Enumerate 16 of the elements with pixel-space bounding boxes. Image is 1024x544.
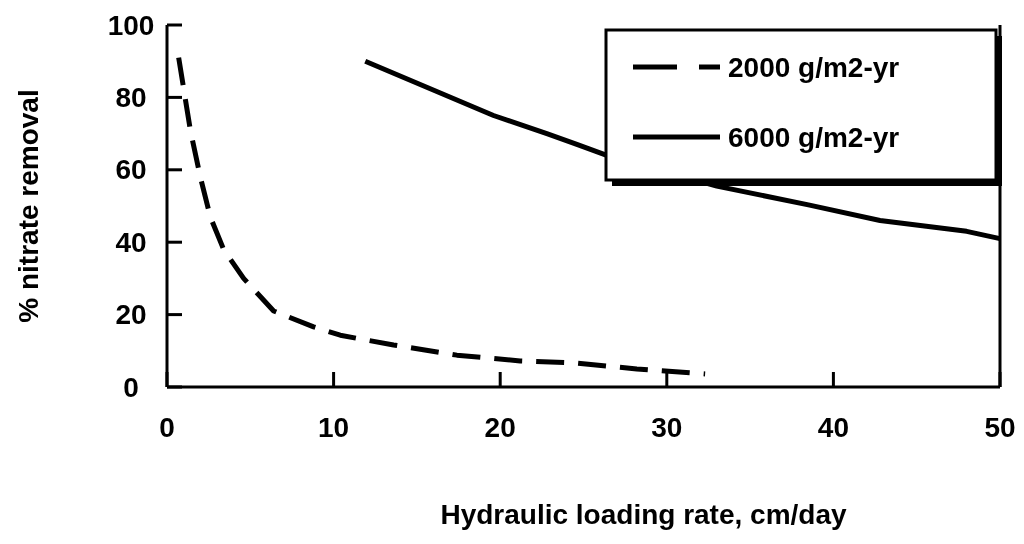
x-tick-label: 40 (817, 412, 849, 443)
y-tick-label: 100 (107, 9, 155, 41)
x-tick-label: 30 (651, 412, 683, 443)
x-tick-label: 0 (159, 412, 175, 443)
y-tick-label: 20 (115, 299, 147, 331)
y-tick-label: 40 (115, 226, 147, 258)
legend-label: 6000 g/m2-yr (728, 121, 900, 153)
x-tick-label: 10 (318, 412, 350, 443)
x-tick-label: 50 (984, 412, 1016, 443)
y-axis-title: % nitrate removal (13, 89, 44, 323)
legend-label: 2000 g/m2-yr (728, 51, 900, 83)
y-tick-label: 60 (115, 154, 147, 186)
y-tick-label: 80 (115, 81, 147, 113)
x-tick-label: 20 (484, 412, 516, 443)
x-axis-title: Hydraulic loading rate, cm/day (440, 499, 847, 530)
y-tick-label: 0 (123, 371, 139, 403)
